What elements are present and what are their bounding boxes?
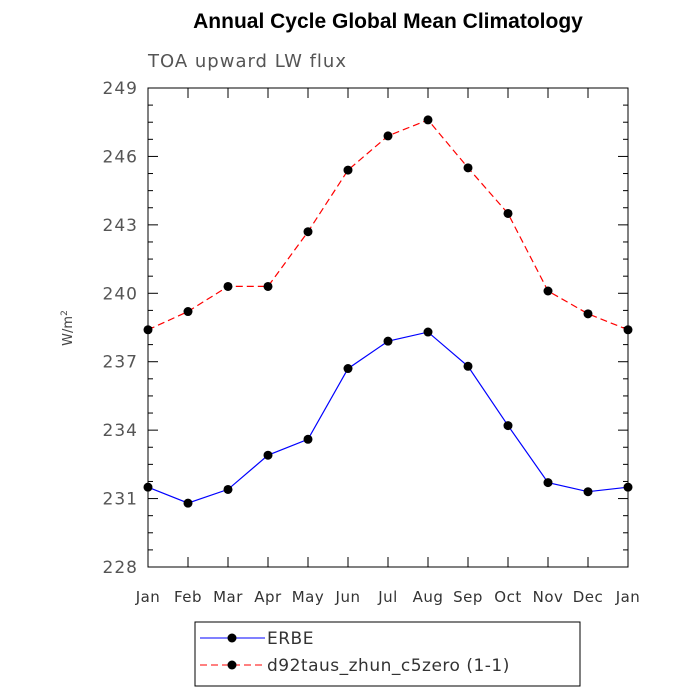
series-1-point <box>463 163 473 173</box>
series-1-point <box>183 307 193 317</box>
series-line-1 <box>147 119 629 331</box>
series-1-point <box>303 227 313 237</box>
y-tick-label: 246 <box>103 147 138 167</box>
series-0-point <box>343 364 353 374</box>
series-0-point <box>423 327 433 337</box>
x-tick-label: Jul <box>377 588 398 606</box>
x-tick-label: Oct <box>494 588 521 606</box>
series-1-point <box>223 281 233 291</box>
series-line-0 <box>147 331 629 504</box>
x-tick-label: Dec <box>573 588 604 606</box>
series-0-point <box>463 361 473 371</box>
legend-box <box>194 621 581 687</box>
x-tick-label: Jan <box>135 588 161 606</box>
series-0-point <box>503 421 513 431</box>
series-0-point <box>383 336 393 346</box>
series-1-point <box>583 309 593 319</box>
y-tick-label: 240 <box>103 284 138 304</box>
x-tick-label: Nov <box>533 588 564 606</box>
x-tick-label: Jun <box>335 588 361 606</box>
series-0-point <box>263 450 273 460</box>
x-axis-ticks: Jan Feb Mar Apr May Jun Jul Aug Sep Oct Nov Dec Jan <box>135 88 641 606</box>
series-layer <box>143 115 633 508</box>
y-tick-label: 231 <box>103 490 138 510</box>
x-tick-label: Feb <box>174 588 202 606</box>
series-1-point <box>543 286 553 296</box>
chart-subtitle: TOA upward LW flux <box>147 51 347 72</box>
x-tick-label: Mar <box>213 588 243 606</box>
legend: ERBE d92taus_zhun_c5zero (1-1) <box>194 621 581 687</box>
series-0-point <box>183 498 193 508</box>
series-1-point <box>503 208 513 218</box>
series-1-point <box>263 281 273 291</box>
series-0-point <box>303 434 313 444</box>
x-tick-label: Jan <box>615 588 641 606</box>
legend-marker-model <box>227 660 237 670</box>
series-1-point <box>343 165 353 175</box>
series-1-point <box>383 131 393 141</box>
x-tick-label: Apr <box>254 588 282 606</box>
legend-label-model: d92taus_zhun_c5zero (1-1) <box>267 656 510 676</box>
plot-frame <box>147 87 629 568</box>
y-tick-label: 243 <box>103 216 138 236</box>
chart-title: Annual Cycle Global Mean Climatology <box>193 10 583 33</box>
series-0-point <box>223 484 233 494</box>
legend-label-erbe: ERBE <box>267 629 314 649</box>
legend-marker-erbe <box>227 633 237 643</box>
x-tick-label: May <box>292 588 325 606</box>
series-1-point <box>423 115 433 125</box>
y-tick-label: 228 <box>103 558 138 578</box>
series-0-point <box>543 478 553 488</box>
y-axis-ticks: 228 231 234 237 240 243 246 249 <box>103 79 628 578</box>
series-0-point <box>583 487 593 497</box>
y-tick-label: 234 <box>103 421 138 441</box>
y-tick-label: 237 <box>103 353 138 373</box>
y-tick-label: 249 <box>103 79 138 99</box>
x-tick-label: Aug <box>413 588 444 606</box>
y-axis-label: W/m2 <box>60 310 76 346</box>
x-tick-label: Sep <box>453 588 483 606</box>
